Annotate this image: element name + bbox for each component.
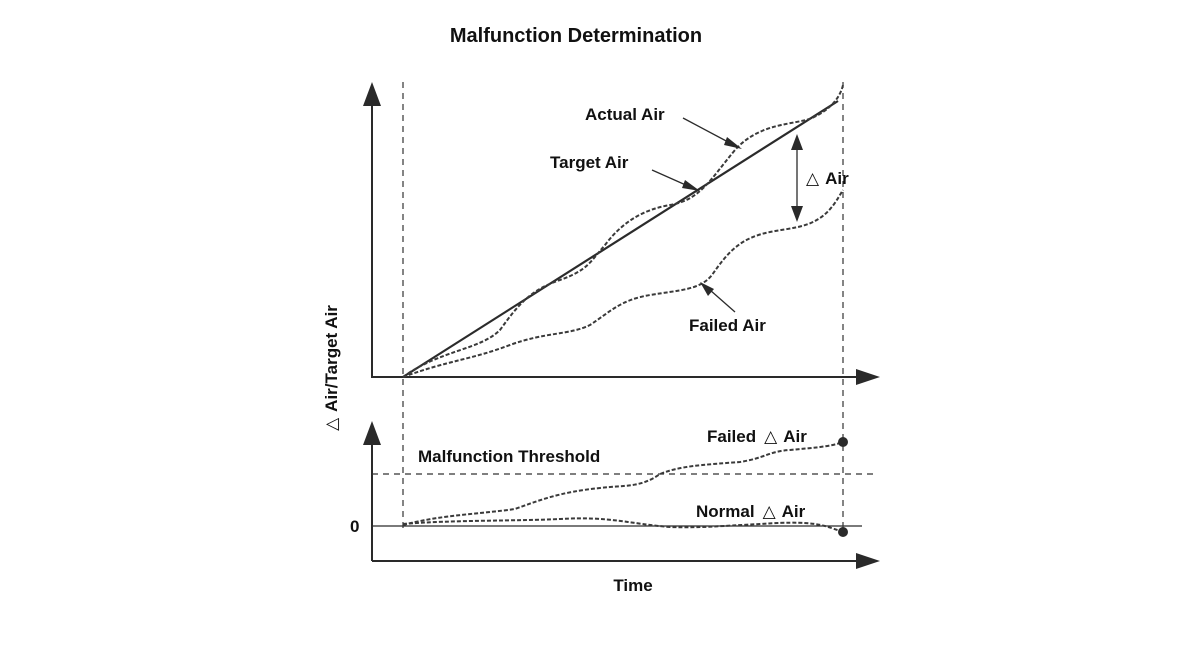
normal-delta-suffix: Air — [782, 502, 806, 521]
normal-delta-endpoint — [838, 527, 848, 537]
failed-delta-air-label: Failed △ Air — [707, 427, 807, 446]
diagram-title: Malfunction Determination — [450, 25, 702, 47]
target-air-label: Target Air — [550, 153, 629, 172]
lower-axes — [363, 421, 880, 569]
normal-delta-air-curve — [402, 517, 844, 533]
normal-delta-prefix: Normal — [696, 502, 755, 521]
target-air-leader — [651, 169, 689, 187]
lower-x-arrowhead — [856, 553, 880, 569]
x-axis-label: Time — [613, 576, 652, 595]
delta-air-arrow — [791, 134, 803, 222]
failed-air-label: Failed Air — [689, 316, 766, 335]
failed-delta-prefix: Failed — [707, 427, 756, 446]
actual-air-label: Actual Air — [585, 105, 665, 124]
target-air-line — [402, 100, 839, 378]
failed-delta-symbol: △ — [764, 427, 778, 446]
upper-y-arrowhead — [363, 82, 381, 106]
normal-delta-symbol: △ — [763, 502, 777, 521]
delta-air-label: △ Air — [806, 169, 849, 188]
y-axis-delta-symbol: △ — [322, 417, 341, 431]
lower-y-arrowhead — [363, 421, 381, 445]
actual-air-leader-head — [724, 137, 742, 149]
actual-air-leader — [682, 117, 731, 144]
failed-delta-suffix: Air — [783, 427, 807, 446]
actual-air-curve — [402, 84, 844, 378]
failed-delta-endpoint — [838, 437, 848, 447]
failed-air-leader — [709, 289, 736, 313]
delta-air-up-arrowhead — [791, 134, 803, 150]
failed-air-curve — [402, 189, 844, 378]
target-air-leader-head — [682, 180, 700, 191]
zero-tick-label: 0 — [350, 517, 359, 536]
failed-air-leader-head — [700, 282, 714, 296]
delta-symbol: △ — [806, 169, 820, 188]
y-axis-text: Air/Target Air — [322, 305, 341, 412]
upper-x-arrowhead — [856, 369, 880, 385]
malfunction-threshold-label: Malfunction Threshold — [418, 447, 600, 466]
delta-air-text: Air — [825, 169, 849, 188]
upper-axes — [363, 82, 880, 385]
y-axis-label: △ Air/Target Air — [322, 305, 341, 431]
delta-air-down-arrowhead — [791, 206, 803, 222]
normal-delta-air-label: Normal △ Air — [696, 502, 806, 521]
